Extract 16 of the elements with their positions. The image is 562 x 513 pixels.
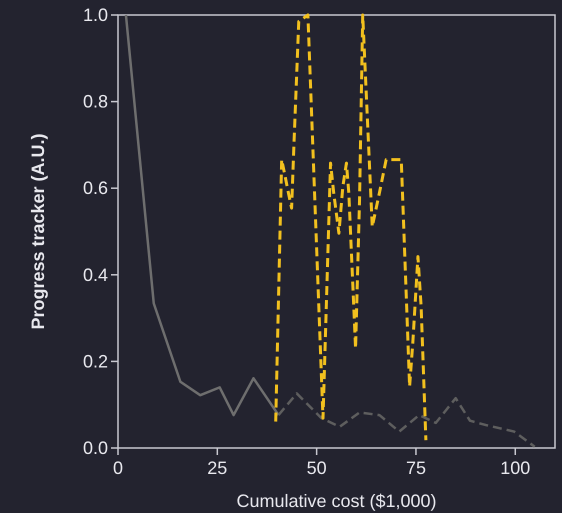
y-tick-label: 0.0 xyxy=(82,438,108,458)
x-tick-label: 75 xyxy=(406,458,426,478)
line-series xyxy=(274,14,428,442)
y-tick-label: 0.6 xyxy=(82,178,108,198)
y-tick-label: 0.8 xyxy=(82,92,108,112)
x-tick-label: 50 xyxy=(306,458,327,478)
x-tick-label: 25 xyxy=(207,458,228,478)
x-tick-label: 100 xyxy=(500,458,530,478)
x-axis-title: Cumulative cost ($1,000) xyxy=(236,491,437,511)
y-axis-title: Progress tracker (A.U.) xyxy=(28,133,48,330)
y-tick-label: 0.4 xyxy=(82,264,108,285)
line-series xyxy=(124,14,280,416)
line-series xyxy=(277,392,536,448)
y-tick-label: 0.2 xyxy=(82,351,108,372)
x-tick-label: 0 xyxy=(112,458,124,478)
y-tick-label: 1.0 xyxy=(82,5,108,25)
